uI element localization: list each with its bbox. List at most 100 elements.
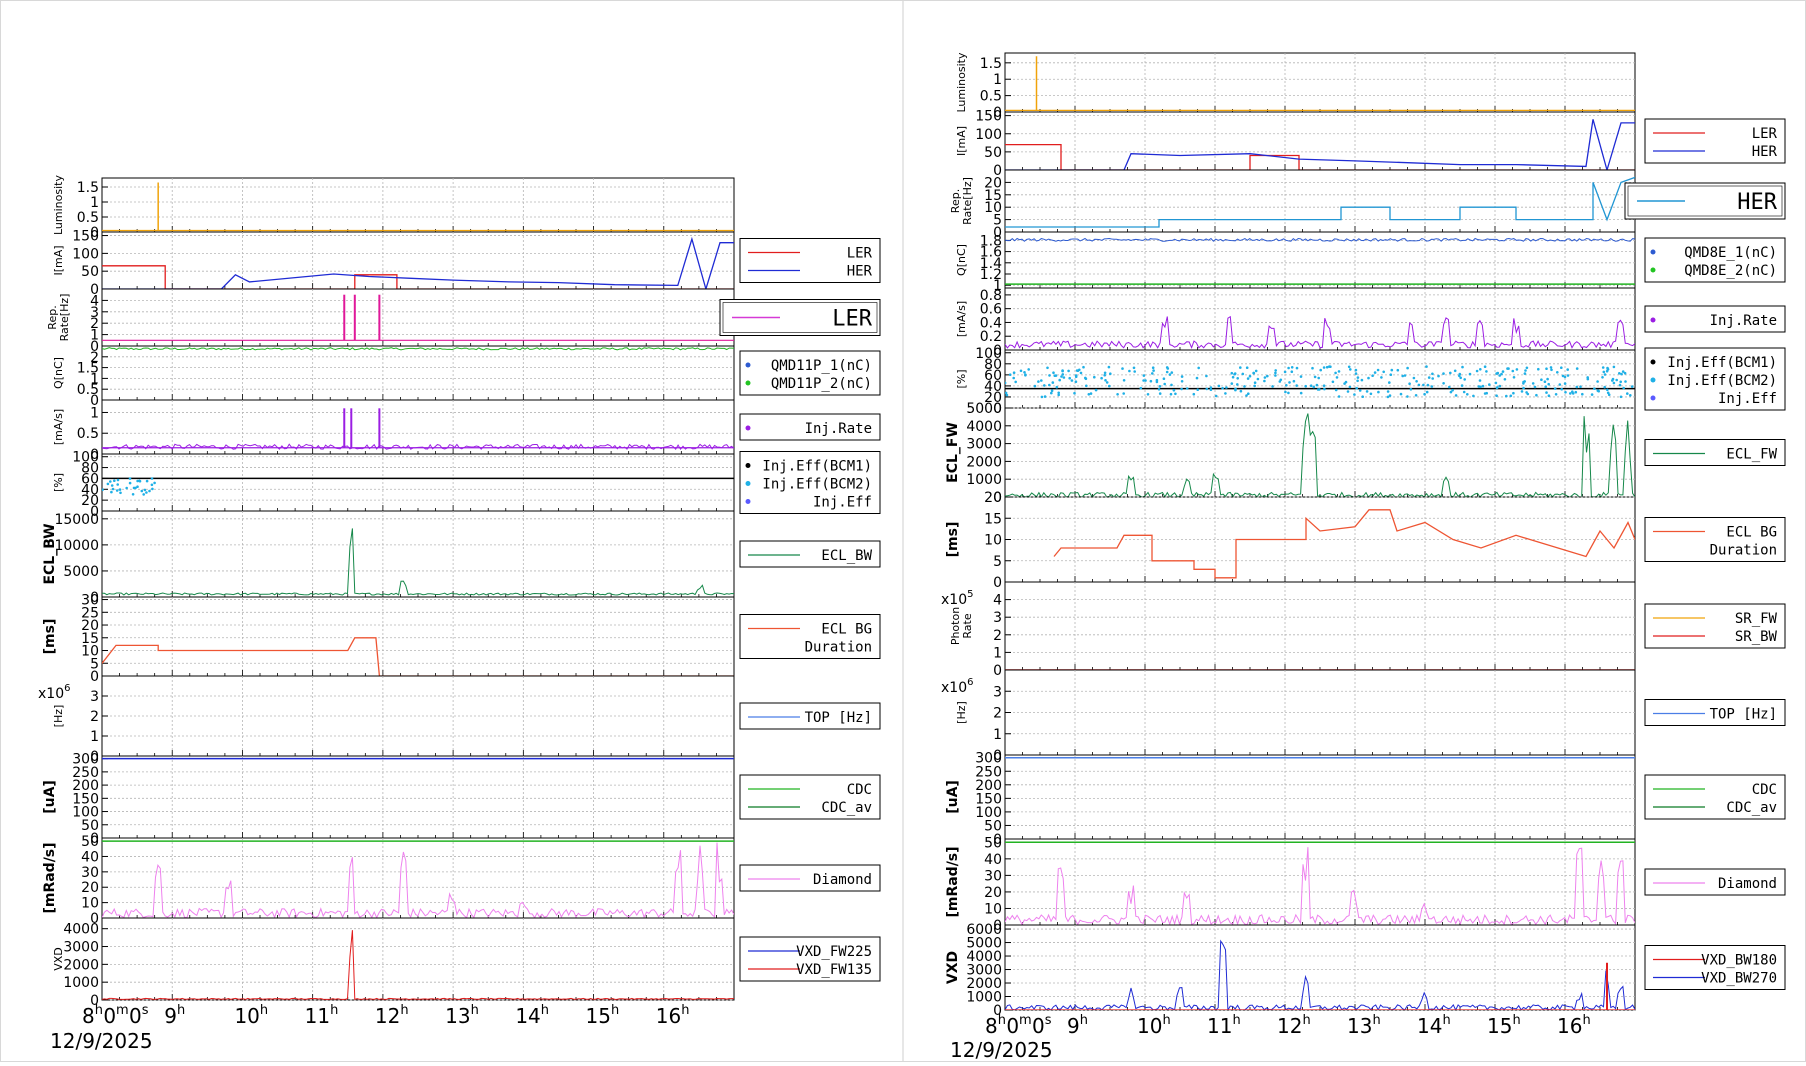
time-num: 0 bbox=[1032, 1014, 1045, 1038]
series-inj-eff-bcm2--point bbox=[1082, 366, 1085, 369]
series-inj-eff-bcm2--point bbox=[1193, 393, 1196, 396]
ylabel-text: Luminosity bbox=[955, 52, 968, 112]
legend-marker bbox=[1651, 268, 1656, 273]
series-inj-eff-bcm2--point bbox=[1180, 388, 1183, 391]
time-label: 9h bbox=[1067, 1013, 1088, 1038]
series-inj-eff-bcm2--point bbox=[1569, 392, 1572, 395]
series-inj-eff-bcm2--point bbox=[1163, 383, 1166, 386]
ytick-label: 3000 bbox=[63, 940, 99, 956]
legend-left-q: QMD11P_1(nC)QMD11P_2(nC) bbox=[740, 351, 880, 395]
series-inj-eff-bcm2--point bbox=[1215, 395, 1218, 398]
legend-entry: CDC bbox=[847, 782, 872, 798]
series-inj-eff-bcm2--point bbox=[1422, 384, 1425, 387]
series-inj-eff-bcm2--point bbox=[1349, 368, 1352, 371]
ylabel-group: [Hz] bbox=[955, 701, 968, 724]
legend-left-rep: LER bbox=[720, 300, 880, 336]
multiplier-label: x105 bbox=[941, 589, 973, 608]
ytick-label: 4 bbox=[993, 593, 1002, 609]
ylabel-group: [%] bbox=[52, 473, 65, 492]
series-inj-eff-bcm2--point bbox=[1606, 389, 1609, 392]
time-label: 16h bbox=[1557, 1013, 1591, 1038]
legend-entry: TOP [Hz] bbox=[805, 710, 872, 726]
series-inj-eff-bcm2--point bbox=[1249, 375, 1252, 378]
series-inj-eff-bcm2--point bbox=[1548, 394, 1551, 397]
time-unit: s bbox=[1045, 1013, 1052, 1028]
series-inj-eff-bcm2--point bbox=[1413, 377, 1416, 380]
series-inj-eff-bcm2--point bbox=[1479, 368, 1482, 371]
series-inj-eff-bcm2--point bbox=[1547, 383, 1550, 386]
time-unit: h bbox=[95, 1003, 103, 1018]
left-panel-injeff: 100806040200[%]Inj.Eff(BCM1)Inj.Eff(BCM2… bbox=[52, 450, 880, 520]
series-inj-eff-bcm2--point bbox=[1300, 392, 1303, 395]
series-inj-eff-bcm2--point bbox=[112, 488, 115, 491]
legend-marker bbox=[1651, 360, 1656, 365]
time-num: 12 bbox=[1277, 1014, 1302, 1038]
series-inj-eff-bcm2--point bbox=[1158, 388, 1161, 391]
panel-frame bbox=[102, 597, 734, 676]
series-inj-eff-bcm2--point bbox=[1367, 377, 1370, 380]
ylabel-text: [%] bbox=[52, 473, 65, 492]
panel-frame bbox=[102, 289, 734, 346]
panel-frame bbox=[102, 918, 734, 1000]
series-inj-eff-bcm2--point bbox=[1170, 393, 1173, 396]
time-unit: h bbox=[1080, 1013, 1088, 1028]
series-inj-eff-bcm2--point bbox=[1620, 373, 1623, 376]
series-inj-eff-bcm2--point bbox=[1615, 379, 1618, 382]
ytick-label: 3000 bbox=[966, 437, 1002, 453]
series-inj-eff-bcm2--point bbox=[1063, 376, 1066, 379]
series-inj-eff-bcm2--point bbox=[1186, 387, 1189, 390]
legend-marker bbox=[1651, 250, 1656, 255]
ytick-label: 0.5 bbox=[77, 210, 99, 226]
series-inj-eff-bcm2--point bbox=[1274, 369, 1277, 372]
time-label: 8h 0m 0s bbox=[985, 1013, 1052, 1038]
time-unit: h bbox=[998, 1013, 1006, 1028]
series-inj-eff-bcm2--point bbox=[1058, 379, 1061, 382]
legend-marker bbox=[1651, 396, 1656, 401]
series-inj-eff-bcm2--point bbox=[148, 490, 151, 493]
series-inj-eff-bcm2--point bbox=[1613, 366, 1616, 369]
series-inj-eff-bcm2--point bbox=[142, 493, 145, 496]
multiplier-exp: 6 bbox=[64, 683, 70, 694]
series-inj-eff-bcm2--point bbox=[1254, 381, 1257, 384]
series-inj-eff-bcm2--point bbox=[1170, 384, 1173, 387]
panel-frame bbox=[1005, 170, 1635, 232]
panel-frame bbox=[1005, 408, 1635, 497]
ytick-label: 100 bbox=[975, 127, 1002, 143]
series-inj-eff-bcm2--point bbox=[1106, 381, 1109, 384]
ylabel-group: I[mA] bbox=[955, 126, 968, 156]
legend-entry: Inj.Eff(BCM2) bbox=[1667, 373, 1777, 389]
ylabel-text: Rate[Hz] bbox=[58, 294, 71, 342]
series-inj-eff-bcm2--point bbox=[1418, 384, 1421, 387]
series-inj-eff-bcm2--point bbox=[1484, 365, 1487, 368]
series-inj-eff-bcm2--point bbox=[1234, 388, 1237, 391]
series-inj-eff-bcm2--point bbox=[1415, 394, 1418, 397]
legend-marker bbox=[1651, 318, 1656, 323]
series-inj-eff-bcm2--point bbox=[1512, 392, 1515, 395]
series-inj-eff-bcm2--point bbox=[1156, 379, 1159, 382]
series-inj-eff-bcm2--point bbox=[1253, 385, 1256, 388]
series-inj-eff-bcm2--point bbox=[1004, 382, 1007, 385]
time-num: 13 bbox=[445, 1004, 470, 1028]
series-inj-eff-bcm2--point bbox=[1619, 384, 1622, 387]
series-inj-eff-bcm2--point bbox=[1206, 388, 1209, 391]
series-inj-eff-bcm2--point bbox=[141, 490, 144, 493]
time-num: 16 bbox=[656, 1004, 681, 1028]
series-inj-eff-bcm2--point bbox=[1390, 373, 1393, 376]
ytick-label: 40 bbox=[81, 849, 99, 865]
series-inj-eff-bcm2--point bbox=[1415, 380, 1418, 383]
series-inj-eff-bcm2--point bbox=[107, 483, 110, 486]
series-inj-eff-bcm2--point bbox=[1544, 380, 1547, 383]
legend-entry: Inj.Eff bbox=[813, 495, 872, 511]
legend-entry: Diamond bbox=[1718, 876, 1777, 892]
ytick-label: 50 bbox=[81, 264, 99, 280]
series-inj-eff-bcm2--point bbox=[1571, 390, 1574, 393]
series-inj-eff-bcm2--point bbox=[1348, 366, 1351, 369]
ytick-label: 1.5 bbox=[980, 56, 1002, 72]
series-inj-eff-bcm2--point bbox=[1166, 371, 1169, 374]
legend-left-injrate: Inj.Rate bbox=[740, 414, 880, 440]
series-inj-eff-bcm2--point bbox=[1461, 384, 1464, 387]
series-inj-eff-bcm2--point bbox=[1012, 377, 1015, 380]
ylabel-text: [ms] bbox=[945, 522, 961, 558]
